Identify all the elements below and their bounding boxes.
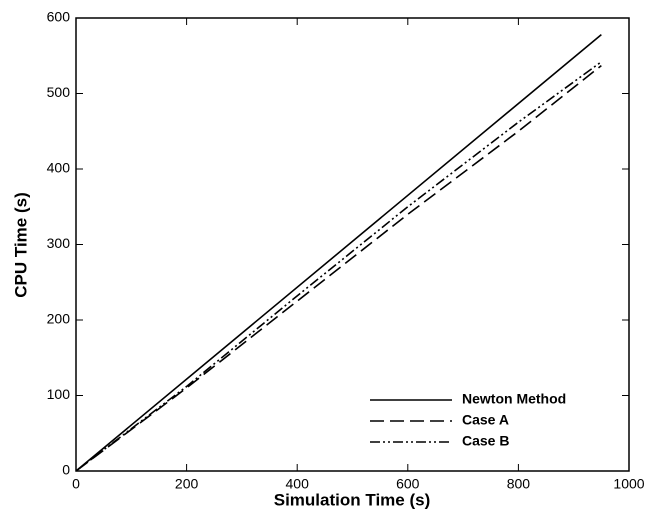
y-axis-label: CPU Time (s) — [11, 192, 30, 298]
y-tick-label: 600 — [47, 9, 71, 25]
x-tick-label: 800 — [507, 476, 531, 492]
legend-label: Case B — [462, 433, 509, 449]
x-tick-label: 200 — [175, 476, 199, 492]
x-tick-label: 600 — [396, 476, 420, 492]
y-tick-label: 200 — [47, 311, 71, 327]
y-tick-label: 400 — [47, 160, 71, 176]
y-tick-label: 100 — [47, 386, 71, 402]
series-line — [75, 61, 602, 472]
legend-label: Case A — [462, 412, 509, 428]
x-tick-label: 1000 — [613, 476, 644, 492]
series-line — [75, 33, 602, 472]
x-axis-label: Simulation Time (s) — [274, 490, 431, 509]
y-tick-label: 500 — [47, 84, 71, 100]
series-line — [75, 64, 602, 472]
y-tick-label: 300 — [47, 235, 71, 251]
x-tick-label: 400 — [286, 476, 310, 492]
legend-label: Newton Method — [462, 391, 566, 407]
x-tick-label: 0 — [72, 476, 80, 492]
y-tick-label: 0 — [62, 462, 70, 478]
